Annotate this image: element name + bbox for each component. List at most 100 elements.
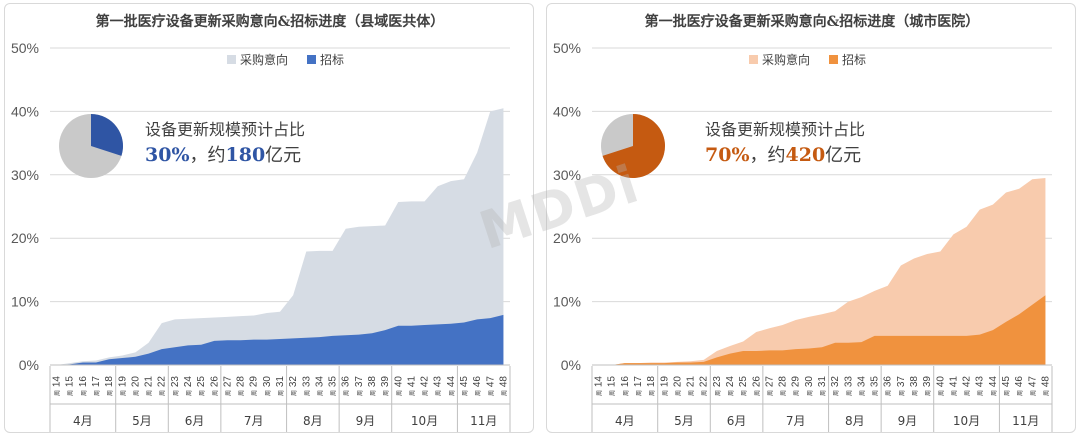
x-tick-label: 26 (209, 376, 220, 388)
x-tick-unit: 周 (741, 390, 748, 396)
x-tick-unit: 周 (636, 390, 643, 396)
x-tick-label: 40 (935, 376, 946, 388)
x-tick-label: 37 (896, 376, 907, 388)
area-chart-city: 第一批医疗设备更新采购意向&招标进度（城市医院） 0% 10% 20% 30% 40% 50… (553, 13, 1053, 432)
x-tick-unit: 周 (833, 390, 840, 396)
x-tick-unit: 周 (252, 390, 259, 396)
chart-panel-county: 第一批医疗设备更新采购意向&招标进度（县域医共体） 0% 10% 20% 30% 40% 5… (4, 3, 534, 433)
x-tick-unit: 周 (912, 390, 919, 396)
pie-share-slice (91, 114, 123, 156)
x-tick-unit: 周 (107, 390, 114, 396)
x-tick-label: 32 (288, 376, 299, 388)
x-tick-unit: 周 (120, 390, 127, 396)
x-tick-label: 42 (962, 376, 973, 388)
y-tick-label: 10% (11, 294, 39, 310)
month-label: 4月 (615, 414, 635, 428)
legend-label: 采购意向 (240, 52, 288, 67)
x-tick-unit: 周 (715, 390, 722, 396)
x-tick-unit: 周 (55, 390, 62, 396)
x-tick-label: 45 (459, 376, 470, 388)
x-tick-unit: 周 (1004, 390, 1011, 396)
x-tick-label: 28 (236, 376, 247, 388)
y-tick-label: 0% (19, 357, 39, 373)
x-tick-unit: 周 (754, 390, 761, 396)
x-tick-unit: 周 (689, 390, 696, 396)
y-tick-label: 40% (11, 103, 39, 119)
month-label: 8月 (303, 414, 323, 428)
x-tick-unit: 周 (370, 390, 377, 396)
month-label: 11月 (1012, 414, 1039, 428)
x-tick-unit: 周 (423, 390, 430, 396)
pie-sep: ，约 (750, 145, 786, 166)
x-tick-unit: 周 (436, 390, 443, 396)
x-tick-label: 17 (91, 376, 102, 388)
month-label: 6月 (727, 414, 747, 428)
x-tick-unit: 周 (199, 390, 206, 396)
x-tick-unit: 周 (610, 390, 617, 396)
pie-value-line: 70%，约420亿元 (705, 144, 861, 166)
x-tick-unit: 周 (396, 390, 403, 396)
pie-percent: 70% (705, 144, 750, 166)
x-tick-label: 22 (699, 376, 710, 388)
x-tick-label: 22 (157, 376, 168, 388)
y-tick-label: 20% (11, 230, 39, 246)
x-tick-label: 44 (446, 376, 457, 388)
x-tick-unit: 周 (938, 390, 945, 396)
x-tick-unit: 周 (81, 390, 88, 396)
x-tick-label: 44 (988, 376, 999, 388)
x-tick-unit: 周 (357, 390, 364, 396)
legend-label: 采购意向 (762, 52, 810, 67)
month-label: 11月 (470, 414, 497, 428)
month-label: 9月 (898, 414, 918, 428)
x-tick-label: 46 (1014, 376, 1025, 388)
x-tick-unit: 周 (991, 390, 998, 396)
x-tick-label: 29 (791, 376, 802, 388)
x-tick-unit: 周 (846, 390, 853, 396)
chart-title: 第一批医疗设备更新采购意向&招标进度（县域医共体） (96, 13, 445, 30)
x-tick-unit: 周 (304, 390, 311, 396)
pie-amount: 180 (226, 144, 266, 166)
x-tick-unit: 周 (794, 390, 801, 396)
x-tick-label: 24 (183, 376, 194, 388)
x-tick-unit: 周 (925, 390, 932, 396)
chart-panel-city: 第一批医疗设备更新采购意向&招标进度（城市医院） 0% 10% 20% 30% 40% 50… (546, 3, 1076, 433)
x-tick-label: 27 (764, 376, 775, 388)
x-tick-unit: 周 (449, 390, 456, 396)
pie-caption: 设备更新规模预计占比 (705, 120, 865, 139)
x-tick-unit: 周 (1043, 390, 1050, 396)
x-tick-unit: 周 (886, 390, 893, 396)
month-label: 8月 (845, 414, 865, 428)
pie-unit: 亿元 (265, 145, 301, 166)
x-tick-label: 33 (843, 376, 854, 388)
x-tick-label: 43 (433, 376, 444, 388)
x-tick-unit: 周 (462, 390, 469, 396)
x-tick-unit: 周 (475, 390, 482, 396)
x-tick-label: 29 (249, 376, 260, 388)
x-tick-unit: 周 (147, 390, 154, 396)
x-tick-unit: 周 (331, 390, 338, 396)
x-tick-label: 24 (725, 376, 736, 388)
x-tick-label: 31 (817, 376, 828, 388)
x-tick-unit: 周 (383, 390, 390, 396)
legend-swatch (227, 55, 236, 64)
x-tick-label: 41 (406, 376, 417, 388)
x-tick-label: 33 (301, 376, 312, 388)
x-tick-unit: 周 (133, 390, 140, 396)
month-label: 4月 (73, 414, 93, 428)
x-tick-label: 17 (633, 376, 644, 388)
pie-percent: 30% (145, 144, 190, 166)
x-tick-label: 40 (393, 376, 404, 388)
y-tick-label: 50% (553, 40, 581, 56)
x-tick-label: 16 (78, 376, 89, 388)
x-tick-unit: 周 (623, 390, 630, 396)
x-tick-unit: 周 (662, 390, 669, 396)
x-tick-label: 34 (856, 376, 867, 388)
chart-title: 第一批医疗设备更新采购意向&招标进度（城市医院） (645, 13, 980, 30)
y-tick-label: 30% (11, 167, 39, 183)
x-tick-unit: 周 (978, 390, 985, 396)
x-tick-label: 42 (420, 376, 431, 388)
x-tick-unit: 周 (488, 390, 495, 396)
x-tick-label: 27 (222, 376, 233, 388)
x-tick-label: 25 (738, 376, 749, 388)
x-tick-label: 45 (1001, 376, 1012, 388)
